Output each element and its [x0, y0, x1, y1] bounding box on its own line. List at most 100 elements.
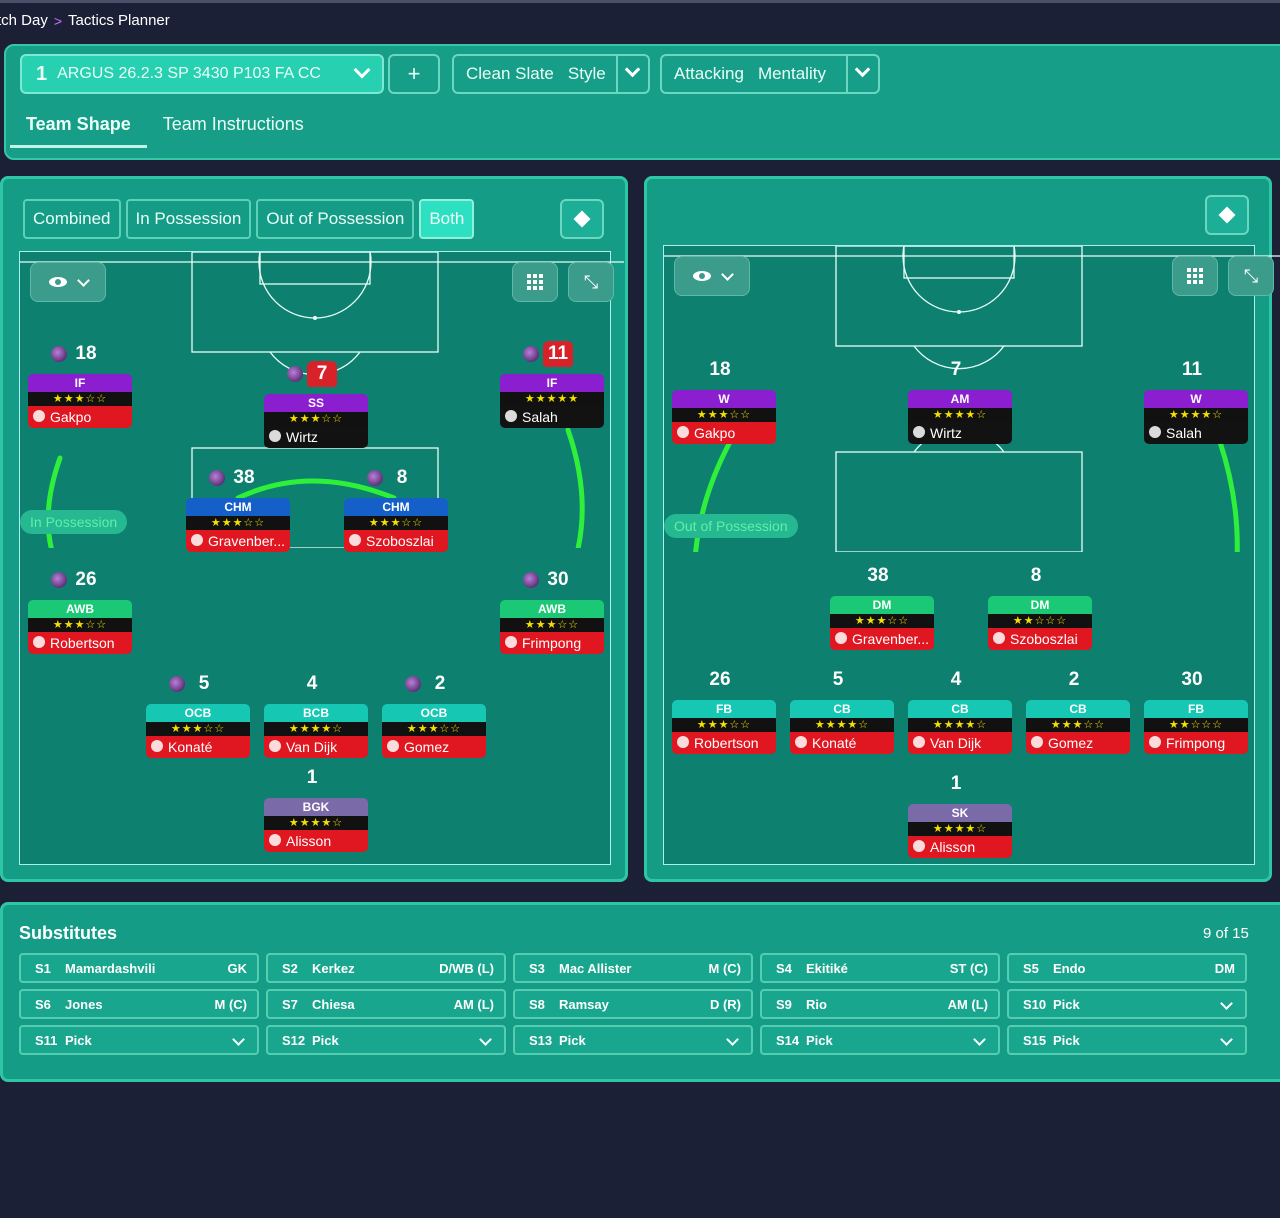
player-role: FB	[1144, 700, 1248, 718]
substitute-slot[interactable]: S12 Pick	[266, 1025, 506, 1055]
shirt-number: 11	[1181, 359, 1203, 380]
player-role: FB	[672, 700, 776, 718]
chevron-down-icon	[854, 61, 871, 78]
diamond-button[interactable]	[560, 199, 604, 239]
player-rating: ★★★☆☆	[830, 614, 934, 628]
substitute-slot[interactable]: S11 Pick	[19, 1025, 259, 1055]
player-rating: ★★★★☆	[908, 822, 1012, 836]
player-card[interactable]: DM ★★★☆☆ Gravenber...	[830, 596, 934, 654]
player-card[interactable]: OCB ★★★☆☆ Gomez	[382, 704, 486, 762]
shirt-number: 5	[198, 673, 210, 694]
tab-combined[interactable]: Combined	[23, 199, 121, 239]
player-card[interactable]: CHM ★★★☆☆ Szoboszlai	[344, 498, 448, 556]
chevron-right-icon: >	[53, 12, 63, 29]
player-card[interactable]: CB ★★★★☆ Konaté	[790, 700, 894, 758]
player-card[interactable]: SS ★★★☆☆ Wirtz	[264, 394, 368, 452]
shirt-number: 30	[1181, 669, 1203, 690]
expand-button[interactable]: ⤡	[1228, 256, 1274, 296]
substitute-slot[interactable]: S14 Pick	[760, 1025, 1000, 1055]
player-role: DM	[830, 596, 934, 614]
player-card[interactable]: FB ★★☆☆☆ Frimpong	[1144, 700, 1248, 758]
breadcrumb-parent[interactable]: tch Day	[0, 12, 48, 29]
substitute-id: S9	[776, 996, 792, 1012]
substitutes-panel: Substitutes 9 of 15 S1 Mamardashvili GK S2 K…	[0, 902, 1280, 1082]
shirt-number: 4	[306, 673, 318, 694]
ball-icon	[51, 346, 67, 362]
player-card[interactable]: CHM ★★★☆☆ Gravenber...	[186, 498, 290, 556]
player-card[interactable]: AM ★★★★☆ Wirtz	[908, 390, 1012, 448]
player-card[interactable]: AWB ★★★☆☆ Frimpong	[500, 600, 604, 658]
substitute-slot[interactable]: S2 Kerkez D/WB (L)	[266, 953, 506, 983]
player-rating: ★★★☆☆	[28, 392, 132, 406]
tab-bar: Team Shape Team Instructions	[10, 106, 320, 148]
style-label: Style	[567, 64, 606, 83]
substitute-slot[interactable]: S10 Pick	[1007, 989, 1247, 1019]
tab-in-possession[interactable]: In Possession	[125, 199, 252, 239]
substitute-slot[interactable]: S9 Rio AM (L)	[760, 989, 1000, 1019]
player-card[interactable]: DM ★★☆☆☆ Szoboszlai	[988, 596, 1092, 654]
player-rating: ★★★☆☆	[500, 618, 604, 632]
substitute-slot[interactable]: S1 Mamardashvili GK	[19, 953, 259, 983]
view-options-button[interactable]	[674, 256, 750, 296]
grid-view-button[interactable]	[512, 262, 558, 302]
mentality-dropdown[interactable]	[846, 56, 878, 92]
tactic-selector[interactable]: 1 ARGUS 26.2.3 SP 3430 P103 FA CC	[20, 54, 384, 94]
player-shirt: 8	[362, 464, 422, 492]
mentality-label: Mentality	[757, 64, 826, 83]
substitute-slot[interactable]: S13 Pick	[513, 1025, 753, 1055]
substitutes-title: Substitutes	[19, 923, 118, 943]
penalty-box-top	[835, 246, 1083, 347]
player-card[interactable]: W ★★★★☆ Salah	[1144, 390, 1248, 448]
expand-button[interactable]: ⤡	[568, 262, 614, 302]
player-rating: ★★★★☆	[1144, 408, 1248, 422]
grid-view-button[interactable]	[1172, 256, 1218, 296]
substitutes-count: 9 of 15	[1203, 925, 1249, 942]
substitute-name: Pick	[1053, 996, 1080, 1012]
player-card[interactable]: BGK ★★★★☆ Alisson	[264, 798, 368, 856]
player-rating: ★★★☆☆	[1026, 718, 1130, 732]
substitute-id: S12	[282, 1032, 306, 1048]
player-name: Wirtz	[264, 426, 368, 448]
style-selector[interactable]: Clean Slate Style	[452, 54, 650, 94]
substitute-slot[interactable]: S4 Ekitiké ST (C)	[760, 953, 1000, 983]
player-name: Robertson	[672, 732, 776, 754]
six-yard-box-top	[903, 246, 1015, 279]
player-shirt: 1	[926, 770, 986, 798]
substitute-slot[interactable]: S3 Mac Allister M (C)	[513, 953, 753, 983]
substitute-position: D (R)	[709, 996, 741, 1012]
player-rating: ★★★☆☆	[344, 516, 448, 530]
substitute-slot[interactable]: S15 Pick	[1007, 1025, 1247, 1055]
substitute-name: Ramsay	[559, 996, 609, 1012]
diamond-icon	[1218, 206, 1236, 224]
player-role: DM	[988, 596, 1092, 614]
player-card[interactable]: W ★★★☆☆ Gakpo	[672, 390, 776, 448]
mentality-selector[interactable]: Attacking Mentality	[660, 54, 880, 94]
player-shirt: 18	[690, 356, 750, 384]
player-card[interactable]: OCB ★★★☆☆ Konaté	[146, 704, 250, 762]
player-name: Gakpo	[672, 422, 776, 444]
player-card[interactable]: BCB ★★★★☆ Van Dijk	[264, 704, 368, 762]
player-card[interactable]: AWB ★★★☆☆ Robertson	[28, 600, 132, 658]
substitute-slot[interactable]: S5 Endo DM	[1007, 953, 1247, 983]
tab-out-of-possession[interactable]: Out of Possession	[256, 199, 415, 239]
player-card[interactable]: CB ★★★☆☆ Gomez	[1026, 700, 1130, 758]
substitute-name: Mac Allister	[559, 960, 632, 976]
player-card[interactable]: IF ★★★★★ Salah	[500, 374, 604, 432]
tab-both[interactable]: Both	[419, 199, 475, 239]
substitute-slot[interactable]: S7 Chiesa AM (L)	[266, 989, 506, 1019]
player-name: Gakpo	[28, 406, 132, 428]
player-card[interactable]: CB ★★★★☆ Van Dijk	[908, 700, 1012, 758]
diamond-button[interactable]	[1205, 195, 1249, 235]
substitute-slot[interactable]: S8 Ramsay D (R)	[513, 989, 753, 1019]
player-card[interactable]: IF ★★★☆☆ Gakpo	[28, 374, 132, 432]
style-dropdown[interactable]	[616, 56, 648, 92]
substitute-slot[interactable]: S6 Jones M (C)	[19, 989, 259, 1019]
add-tactic-button[interactable]: +	[388, 54, 440, 94]
six-yard-box-top	[259, 252, 371, 285]
possession-label-pill: Out of Possession	[664, 514, 798, 538]
tab-team-instructions[interactable]: Team Instructions	[162, 114, 304, 134]
tab-team-shape[interactable]: Team Shape	[10, 106, 147, 148]
player-card[interactable]: FB ★★★☆☆ Robertson	[672, 700, 776, 758]
view-options-button[interactable]	[30, 262, 106, 302]
player-card[interactable]: SK ★★★★☆ Alisson	[908, 804, 1012, 862]
